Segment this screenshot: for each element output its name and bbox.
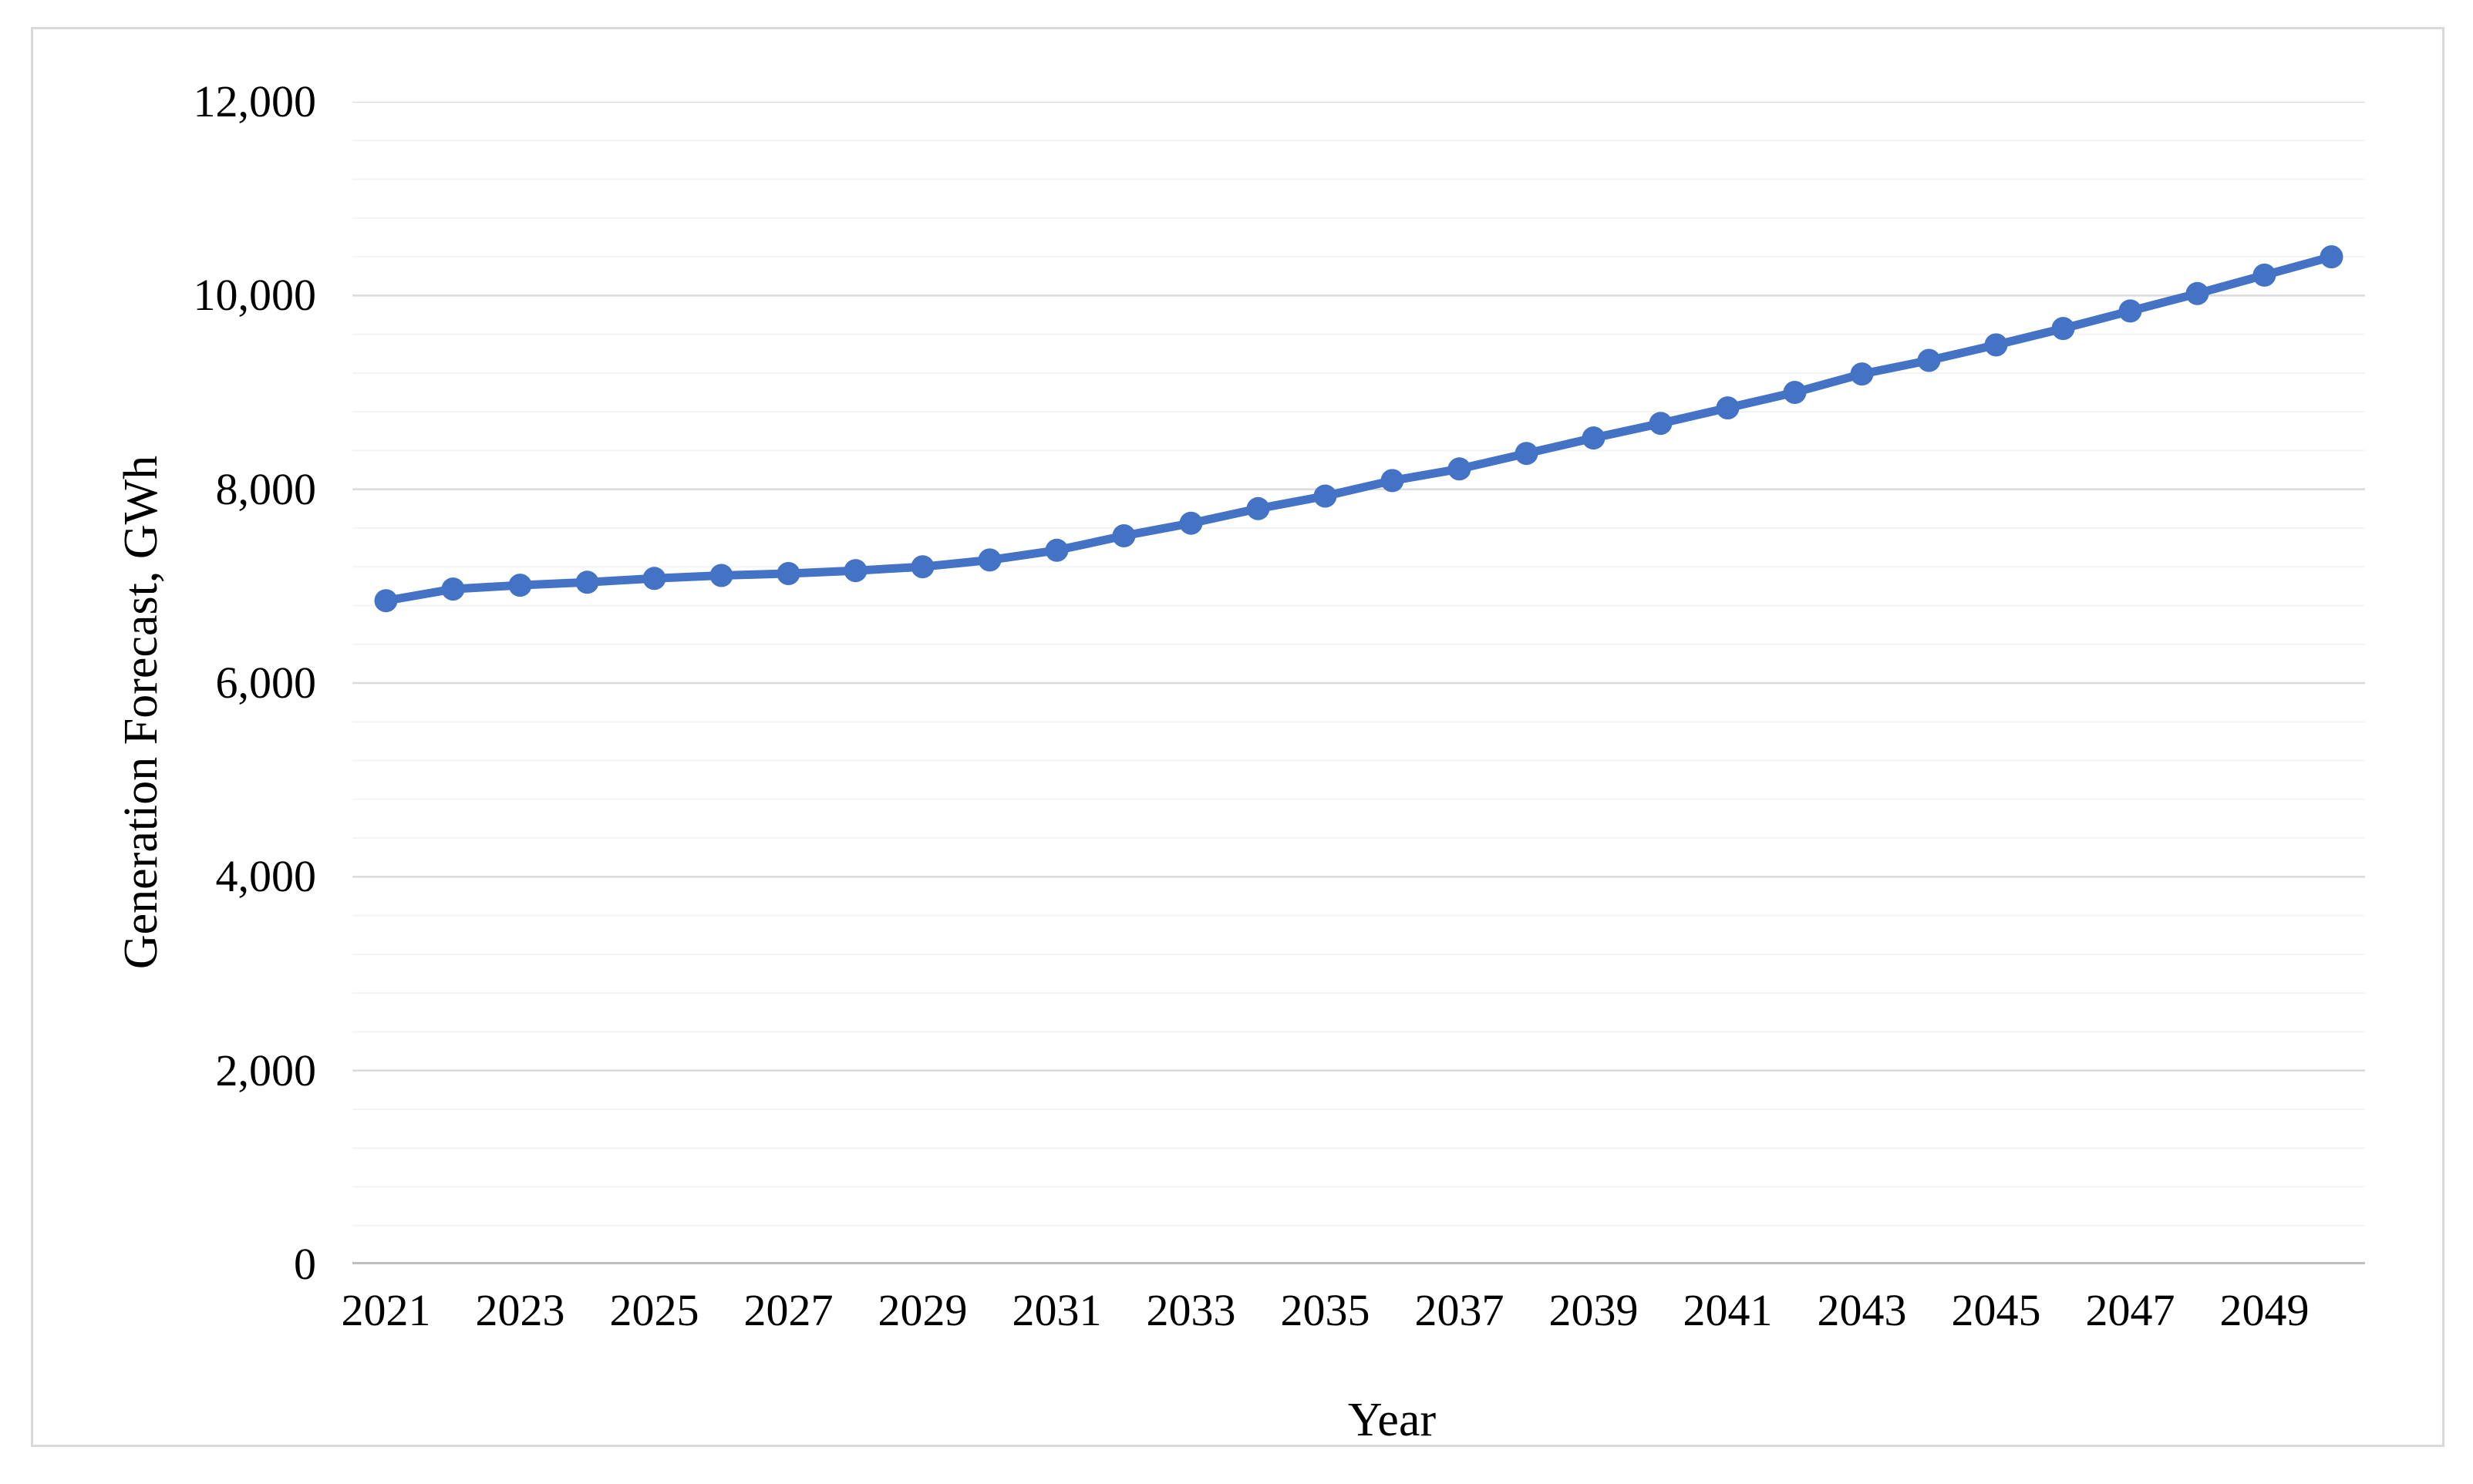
data-point-marker xyxy=(1850,362,1874,386)
data-point-marker xyxy=(1112,524,1136,547)
plot-area xyxy=(352,102,2365,1264)
x-tick-label: 2041 xyxy=(1683,1285,1773,1335)
y-tick-label: 10,000 xyxy=(193,270,317,321)
data-point-marker xyxy=(2118,299,2142,323)
x-tick-label: 2037 xyxy=(1414,1285,1504,1335)
data-point-marker xyxy=(441,577,465,601)
y-tick-label: 12,000 xyxy=(193,76,317,126)
data-point-marker xyxy=(642,567,666,591)
data-point-marker xyxy=(1246,496,1270,520)
data-point-marker xyxy=(911,555,935,579)
y-tick-label: 8,000 xyxy=(215,463,317,514)
y-tick-label: 2,000 xyxy=(215,1045,317,1095)
data-point-marker xyxy=(978,548,1002,572)
x-tick-label: 2039 xyxy=(1548,1285,1639,1335)
y-tick-label: 0 xyxy=(294,1239,316,1289)
data-point-marker xyxy=(2320,245,2343,269)
data-point-marker xyxy=(709,564,733,587)
y-tick-label: 6,000 xyxy=(215,658,317,708)
data-point-marker xyxy=(1649,412,1673,436)
line-chart-canvas xyxy=(352,102,2365,1264)
series-line xyxy=(382,252,2336,605)
data-point-marker xyxy=(2185,281,2209,305)
chart-frame: Generation Forecast, GWh Year xyxy=(31,27,2444,1447)
x-tick-label: 2023 xyxy=(475,1285,565,1335)
data-point-marker xyxy=(1045,538,1069,562)
y-tick-label: 4,000 xyxy=(215,851,317,902)
x-tick-label: 2021 xyxy=(341,1285,431,1335)
x-tick-label: 2031 xyxy=(1012,1285,1102,1335)
x-tick-label: 2045 xyxy=(1951,1285,2041,1335)
data-point-marker xyxy=(374,589,398,613)
data-point-marker xyxy=(1984,333,2008,357)
data-point-marker xyxy=(1917,348,1941,372)
data-point-marker xyxy=(1313,484,1337,508)
x-tick-label: 2029 xyxy=(878,1285,968,1335)
data-point-marker xyxy=(508,574,532,597)
x-tick-label: 2049 xyxy=(2219,1285,2310,1335)
data-point-marker xyxy=(2051,317,2075,341)
data-point-marker xyxy=(1179,511,1203,535)
data-point-marker xyxy=(1380,469,1404,493)
x-tick-label: 2027 xyxy=(743,1285,834,1335)
data-point-marker xyxy=(1514,442,1538,466)
x-axis-title: Year xyxy=(1347,1394,1437,1446)
data-point-marker xyxy=(1582,426,1605,450)
data-point-marker xyxy=(1716,396,1740,420)
data-point-marker xyxy=(844,559,868,583)
data-point-marker xyxy=(575,570,599,594)
data-point-marker xyxy=(1447,457,1471,481)
x-tick-label: 2047 xyxy=(2085,1285,2175,1335)
data-point-marker xyxy=(1783,381,1807,404)
x-tick-label: 2025 xyxy=(609,1285,699,1335)
x-tick-label: 2043 xyxy=(1817,1285,1907,1335)
data-point-marker xyxy=(2252,263,2276,287)
x-tick-label: 2033 xyxy=(1146,1285,1236,1335)
data-point-marker xyxy=(777,562,800,585)
x-tick-label: 2035 xyxy=(1280,1285,1370,1335)
